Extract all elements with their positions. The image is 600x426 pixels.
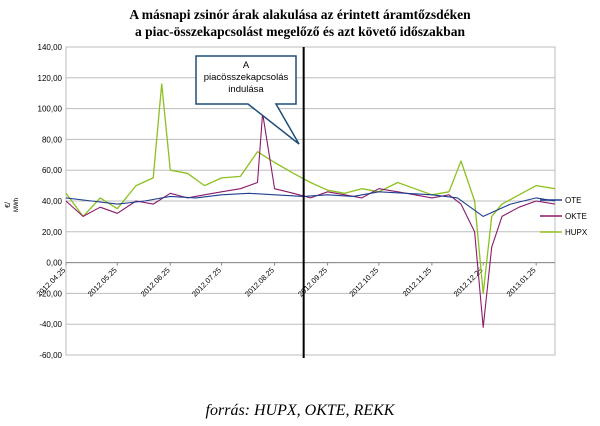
series-line-okte (65, 112, 556, 328)
series-lines (65, 83, 556, 328)
y-tick-label: 0,00 (46, 259, 62, 268)
y-tick-labels: 140,00 120,00 100,00 80,00 60,00 40,00 20,00 0,… (38, 43, 63, 360)
source-note: forrás: HUPX, OKTE, REKK (205, 402, 395, 419)
y-tick-label: 140,00 (38, 43, 63, 52)
y-tick-label: 20,00 (42, 228, 63, 237)
legend-label-ote: OTE (565, 196, 581, 205)
y-tick-label: -20,00 (39, 289, 62, 298)
callout-box (195, 55, 300, 145)
gridlines (65, 46, 556, 356)
chart-title: A másnapi zsinór árak alakulása az érint… (0, 6, 600, 40)
legend: OTE OKTE HUPX (540, 196, 588, 237)
y-tick-label: -60,00 (39, 351, 62, 360)
y-tick-label: 100,00 (38, 105, 63, 114)
series-line-ote (65, 191, 556, 217)
y-tick-label: 40,00 (42, 197, 63, 206)
callout-text-line: indulása (228, 84, 264, 95)
callout-text-line: piacösszekapcsolás (204, 72, 289, 83)
y-tick-label: 60,00 (42, 166, 63, 175)
y-tick-label: 80,00 (42, 135, 63, 144)
callout-text-line: A (243, 60, 250, 71)
y-axis-label: €/MWh (5, 198, 20, 212)
legend-label-hupx: HUPX (565, 228, 588, 237)
y-tick-label: 120,00 (38, 74, 63, 83)
chart-title-line1: A másnapi zsinór árak alakulása az érint… (129, 7, 471, 22)
legend-label-okte: OKTE (565, 212, 587, 221)
y-axis-label-unit-a: €/ (5, 202, 12, 208)
chart-title-line2: a piac-összekapcsolást megelőző és azt k… (135, 24, 465, 39)
y-tick-label: -40,00 (39, 320, 62, 329)
y-axis-label-unit-b: MWh (14, 198, 20, 212)
series-line-hupx (65, 83, 556, 295)
